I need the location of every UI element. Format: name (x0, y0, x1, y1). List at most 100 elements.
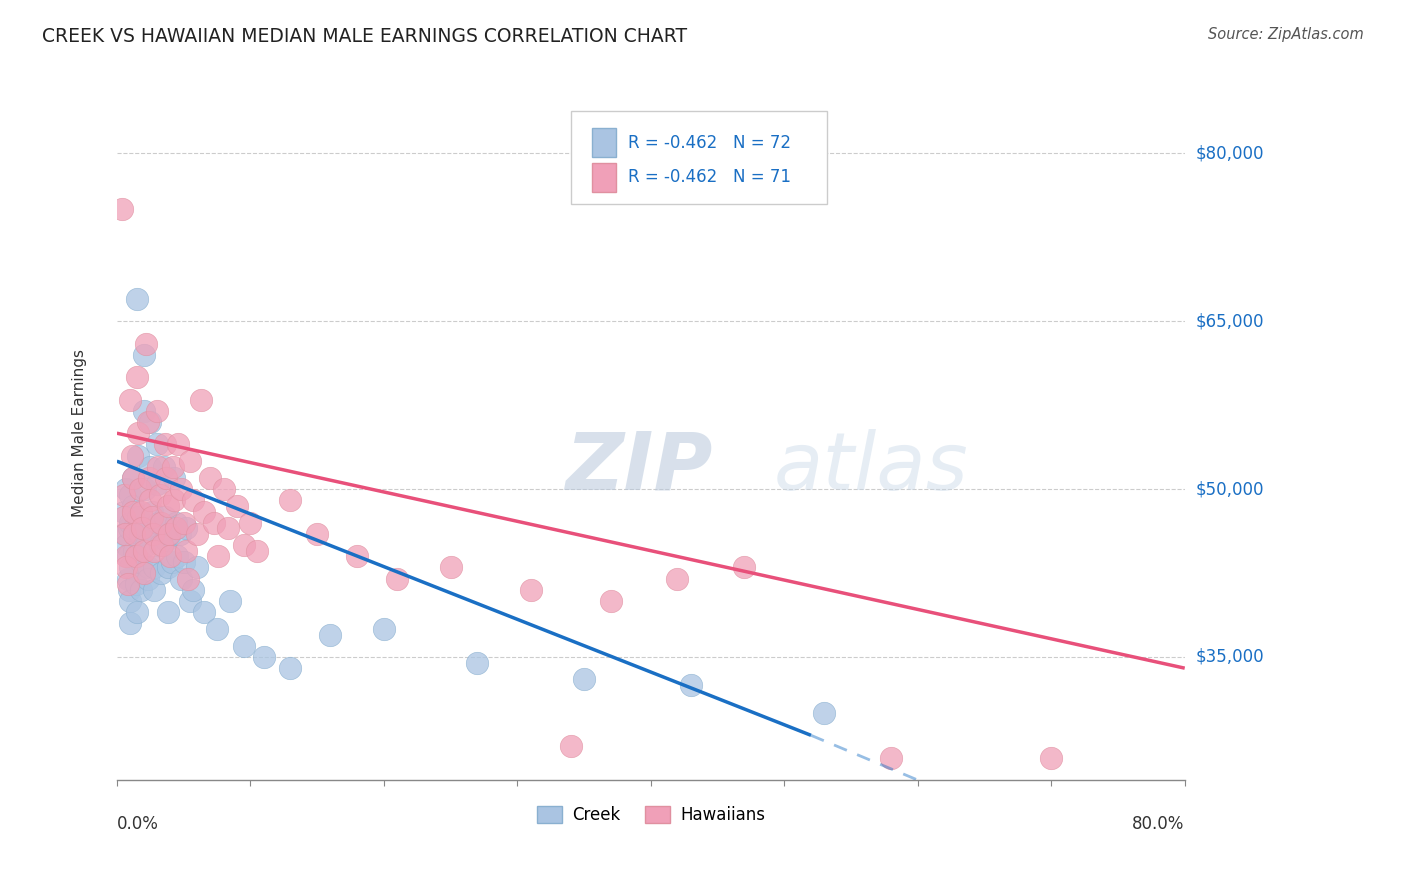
FancyBboxPatch shape (592, 162, 616, 192)
Point (156, 560, 179, 574)
Point (385, 572, 408, 586)
Point (142, 527, 165, 541)
Point (120, 516, 142, 530)
Text: 80.0%: 80.0% (1132, 814, 1185, 833)
Point (200, 471, 222, 485)
Point (519, 582, 541, 597)
Point (112, 488, 135, 502)
Point (560, 739, 582, 754)
Point (146, 437, 169, 451)
Point (159, 549, 181, 564)
Point (156, 499, 179, 513)
Point (115, 538, 138, 552)
Point (125, 370, 148, 384)
Point (155, 533, 177, 547)
Point (176, 572, 198, 586)
Point (202, 516, 225, 530)
Point (156, 605, 179, 619)
Point (205, 622, 228, 636)
Point (138, 471, 160, 485)
Point (134, 482, 156, 496)
Point (112, 527, 135, 541)
Point (153, 510, 176, 524)
Text: ZIP: ZIP (565, 429, 713, 507)
Point (115, 549, 138, 564)
Point (131, 521, 153, 535)
Legend: Creek, Hawaiians: Creek, Hawaiians (530, 799, 772, 830)
Point (132, 566, 155, 580)
Point (122, 499, 145, 513)
Point (307, 527, 329, 541)
Point (163, 471, 186, 485)
Point (142, 527, 165, 541)
Point (128, 482, 150, 496)
Point (139, 415, 162, 429)
Point (115, 482, 138, 496)
Point (136, 415, 159, 429)
Point (122, 543, 145, 558)
Point (219, 594, 242, 608)
Point (170, 482, 193, 496)
Point (136, 560, 159, 574)
FancyBboxPatch shape (592, 128, 616, 157)
Point (120, 560, 142, 574)
Point (155, 471, 177, 485)
Point (120, 392, 142, 407)
Point (465, 656, 488, 670)
Point (174, 543, 197, 558)
Point (143, 582, 166, 597)
Point (129, 582, 152, 597)
Point (149, 566, 172, 580)
Point (122, 471, 145, 485)
FancyBboxPatch shape (571, 111, 827, 204)
Point (124, 549, 146, 564)
Point (159, 527, 181, 541)
Point (114, 527, 136, 541)
Point (246, 543, 269, 558)
Point (122, 521, 145, 535)
Point (146, 404, 169, 418)
Point (125, 292, 148, 306)
Point (141, 510, 163, 524)
Point (572, 673, 595, 687)
Point (186, 527, 208, 541)
Point (121, 449, 143, 463)
Point (165, 521, 187, 535)
Point (173, 555, 195, 569)
Point (120, 594, 142, 608)
Point (166, 549, 188, 564)
Text: 0.0%: 0.0% (117, 814, 159, 833)
Text: R = -0.462   N = 72: R = -0.462 N = 72 (628, 134, 792, 152)
Point (212, 482, 235, 496)
Point (167, 437, 190, 451)
Text: Source: ZipAtlas.com: Source: ZipAtlas.com (1208, 27, 1364, 42)
Point (181, 582, 204, 597)
Point (132, 404, 155, 418)
Point (152, 459, 174, 474)
Point (733, 560, 755, 574)
Point (128, 527, 150, 541)
Point (127, 426, 149, 441)
Point (135, 336, 157, 351)
Point (239, 516, 262, 530)
Point (163, 493, 186, 508)
Text: atlas: atlas (773, 429, 969, 507)
Text: $35,000: $35,000 (1197, 648, 1264, 666)
Point (190, 392, 212, 407)
Point (813, 706, 835, 720)
Point (118, 582, 141, 597)
Point (122, 471, 145, 485)
Point (136, 572, 159, 586)
Point (207, 549, 229, 564)
Point (111, 202, 134, 217)
Point (143, 560, 166, 574)
Point (174, 521, 197, 535)
Point (139, 493, 162, 508)
Point (186, 560, 208, 574)
Point (129, 555, 152, 569)
Point (112, 510, 135, 524)
Point (666, 572, 689, 586)
Point (179, 454, 201, 468)
Point (280, 661, 302, 675)
Point (253, 650, 276, 665)
